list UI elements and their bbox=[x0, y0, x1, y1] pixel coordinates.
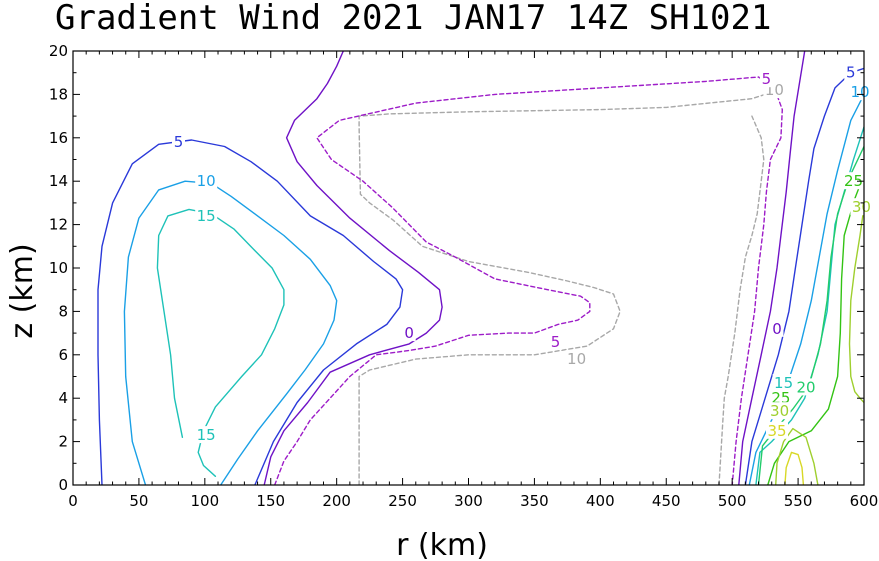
axes: 0 50 100 150 200 250 300 350 400 450 500 550 6000246… bbox=[49, 42, 878, 510]
y-tick-label: 12 bbox=[49, 216, 68, 234]
contour-label-bg bbox=[172, 133, 185, 151]
contour-label-level--5: 5 bbox=[551, 333, 561, 351]
contour-label-level-35: 35 bbox=[767, 422, 786, 440]
contour-line-level-10 bbox=[123, 180, 338, 485]
x-tick-label: 100 bbox=[191, 492, 220, 510]
contour-label-bg bbox=[766, 421, 788, 439]
x-tick-label: 600 bbox=[850, 492, 879, 510]
x-tick-label: 0 bbox=[68, 492, 78, 510]
plot-frame bbox=[72, 50, 865, 486]
y-tick-label: 6 bbox=[58, 346, 68, 364]
contour-label-bg bbox=[770, 319, 784, 337]
contour-label-level-0: 0 bbox=[404, 324, 414, 342]
y-tick-label: 10 bbox=[49, 259, 68, 277]
y-tick-label: 16 bbox=[49, 129, 68, 147]
contour-line-level--10 bbox=[718, 115, 765, 485]
contour-label-level-5: 5 bbox=[846, 64, 856, 82]
y-tick-label: 18 bbox=[49, 85, 68, 103]
contour-line-level-30 bbox=[848, 206, 864, 404]
contour-line-level-35 bbox=[784, 451, 805, 485]
x-tick-label: 300 bbox=[454, 492, 483, 510]
contour-label-level-15: 15 bbox=[774, 374, 793, 392]
contour-label-bg bbox=[402, 324, 416, 342]
contour-label-level--10: 10 bbox=[567, 350, 586, 368]
contour-label-bg bbox=[549, 332, 562, 350]
x-tick-label: 400 bbox=[586, 492, 615, 510]
x-tick-label: 500 bbox=[718, 492, 747, 510]
contour-line-level-30 bbox=[775, 427, 819, 485]
contour-label-level-30: 30 bbox=[770, 402, 789, 420]
contour-label-bg bbox=[565, 350, 588, 368]
contour-label-level-5: 5 bbox=[174, 133, 184, 151]
contour-label-level-15: 15 bbox=[197, 426, 216, 444]
y-axis-label: z (km) bbox=[5, 243, 40, 338]
x-tick-label: 450 bbox=[652, 492, 681, 510]
contour-label-level-15: 15 bbox=[197, 207, 216, 225]
x-axis-label: r (km) bbox=[396, 528, 488, 561]
x-tick-label: 200 bbox=[322, 492, 351, 510]
contour-label-bg bbox=[842, 172, 865, 190]
contour-label-bg bbox=[195, 172, 218, 190]
y-tick-label: 0 bbox=[58, 476, 68, 494]
contour-label-bg bbox=[849, 83, 871, 101]
contour-label-level-30: 30 bbox=[852, 198, 871, 216]
contour-label-level-10: 10 bbox=[197, 172, 216, 190]
contour-label-bg bbox=[772, 374, 795, 391]
contour-label-bg bbox=[195, 426, 218, 444]
y-tick-label: 4 bbox=[58, 389, 68, 407]
contour-line-level-5 bbox=[744, 67, 864, 485]
x-tick-label: 550 bbox=[784, 492, 813, 510]
contour-line-level-5 bbox=[97, 139, 404, 485]
contour-label-bg bbox=[768, 402, 791, 420]
contour-line-level-0 bbox=[263, 51, 443, 485]
contour-label-level--5: 5 bbox=[762, 70, 772, 88]
y-tick-label: 8 bbox=[58, 302, 68, 320]
x-tick-label: 250 bbox=[388, 492, 417, 510]
x-tick-label: 350 bbox=[520, 492, 549, 510]
contour-label-bg bbox=[850, 198, 873, 216]
contour-line-level-15 bbox=[156, 208, 285, 477]
contour-label-level-20: 20 bbox=[796, 378, 815, 396]
y-tick-label: 2 bbox=[58, 433, 68, 451]
x-tick-label: 50 bbox=[129, 492, 148, 510]
y-tick-label: 20 bbox=[49, 42, 68, 60]
contour-line-level--10 bbox=[358, 93, 766, 485]
contour-label-bg bbox=[769, 389, 792, 407]
contour-label-bg bbox=[759, 70, 773, 88]
contour-line-level--5 bbox=[274, 76, 783, 485]
contour-label-bg bbox=[195, 206, 218, 224]
contour-label-bg bbox=[795, 378, 817, 396]
contour-label-level-0: 0 bbox=[772, 320, 782, 338]
contour-label-level-25: 25 bbox=[844, 172, 863, 190]
x-tick-label: 150 bbox=[256, 492, 285, 510]
contour-label-bg bbox=[844, 63, 858, 81]
contour-line-level-0 bbox=[738, 51, 806, 485]
chart-title: Gradient Wind 2021 JAN17 14Z SH1021 bbox=[55, 0, 771, 38]
y-tick-label: 14 bbox=[49, 172, 68, 190]
contour-line-level-25 bbox=[767, 174, 864, 485]
contour-label-level-10: 10 bbox=[850, 83, 869, 101]
